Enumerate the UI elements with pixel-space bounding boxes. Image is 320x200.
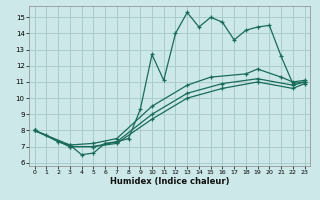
X-axis label: Humidex (Indice chaleur): Humidex (Indice chaleur)	[110, 177, 229, 186]
